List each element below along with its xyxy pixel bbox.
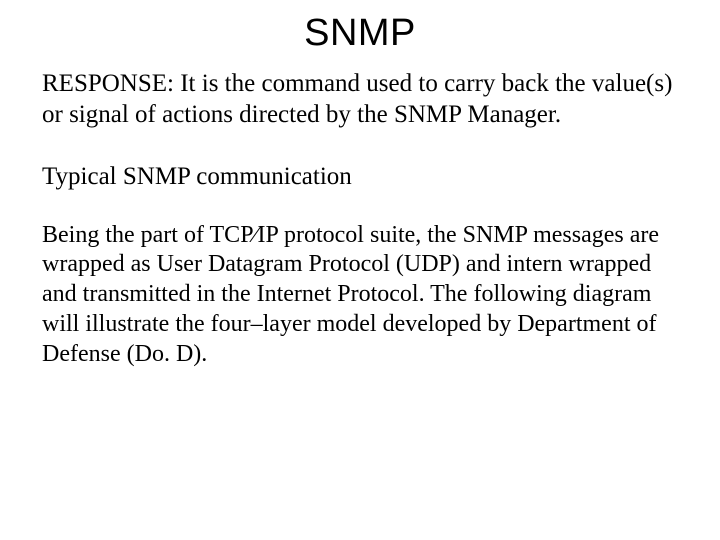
slide-title: SNMP	[42, 12, 678, 55]
paragraph-subheading: Typical SNMP communication	[42, 162, 678, 193]
paragraph-response: RESPONSE: It is the command used to carr…	[42, 69, 678, 130]
paragraph-body: Being the part of TCP⁄IP protocol suite,…	[42, 221, 678, 370]
